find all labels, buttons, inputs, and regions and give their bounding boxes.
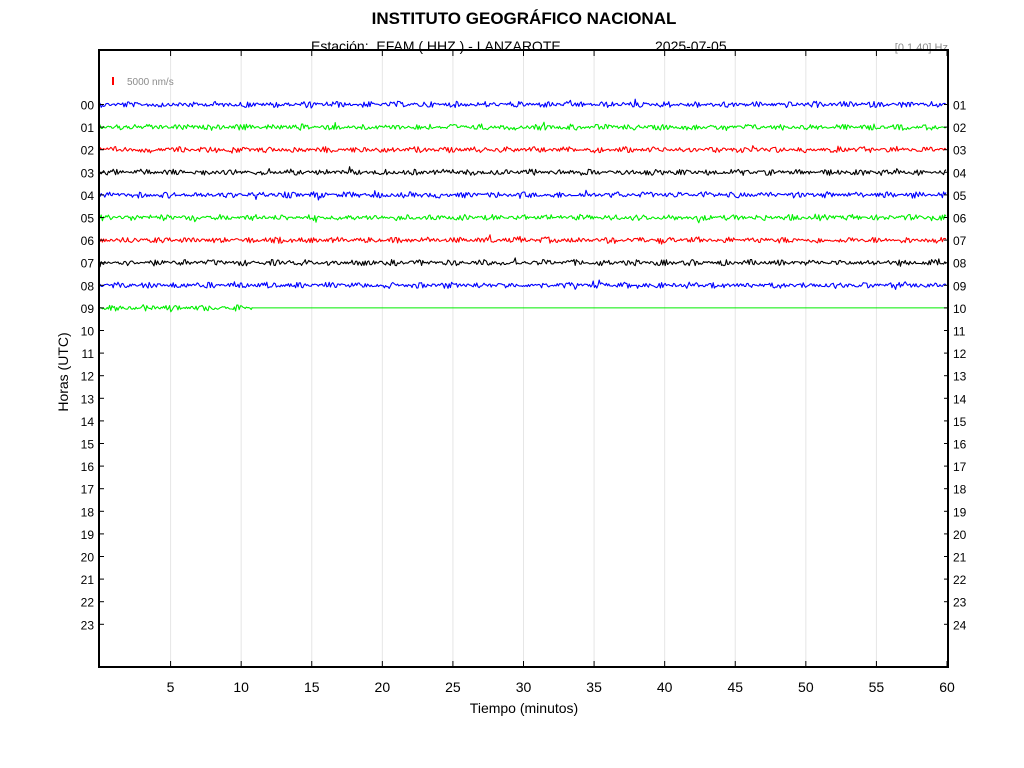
y-tick-label-left: 02 [81,144,95,158]
trace-hour-09 [99,304,253,313]
y-tick-label-left: 03 [81,166,95,180]
y-tick-label-right: 21 [953,551,967,565]
axis-ticks: 5 10 15 20 25 30 35 40 45 50 55 60 00 01 02 03 04 05 06 07 0… [81,51,967,695]
grid [170,51,877,666]
x-tick-label: 10 [233,679,249,695]
y-tick-label-right: 05 [953,189,967,203]
scale-bar [112,77,114,85]
x-tick-label: 60 [939,679,955,695]
chart-title: INSTITUTO GEOGRÁFICO NACIONAL [371,9,677,28]
y-tick-label-right: 04 [953,166,967,180]
y-tick-label-left: 04 [81,189,95,203]
x-tick-label: 25 [445,679,461,695]
trace-hour-02 [99,145,947,154]
trace-hour-05 [99,213,947,224]
traces [99,98,947,313]
trace-hour-07 [99,257,947,268]
y-tick-label-left: 00 [81,99,95,113]
y-tick-label-right: 12 [953,347,967,361]
y-tick-label-right: 13 [953,370,967,384]
y-tick-label-right: 14 [953,392,967,406]
x-tick-label: 5 [167,679,175,695]
trace-hour-04 [99,189,947,201]
y-tick-label-left: 06 [81,234,95,248]
y-tick-label-right: 02 [953,121,967,135]
trace-hour-03 [99,166,947,176]
y-tick-label-left: 18 [81,505,95,519]
y-tick-label-left: 16 [81,460,95,474]
trace-hour-01 [99,121,947,132]
y-tick-label-right: 23 [953,596,967,610]
y-tick-label-right: 10 [953,302,967,316]
y-tick-label-right: 19 [953,505,967,519]
y-tick-label-left: 09 [81,302,95,316]
y-axis-label: Horas (UTC) [55,332,71,412]
y-tick-label-left: 17 [81,483,95,497]
scale-label: 5000 nm/s [127,77,174,88]
y-tick-label-right: 15 [953,415,967,429]
y-tick-label-left: 01 [81,121,95,135]
y-tick-label-right: 09 [953,279,967,293]
y-tick-label-left: 07 [81,257,95,271]
trace-hour-06 [99,234,947,245]
y-tick-label-right: 17 [953,460,967,474]
y-tick-label-left: 22 [81,596,95,610]
y-tick-label-left: 21 [81,573,95,587]
y-tick-label-left: 14 [81,415,95,429]
x-tick-label: 45 [727,679,743,695]
y-tick-label-right: 03 [953,144,967,158]
x-tick-label: 50 [798,679,814,695]
y-tick-label-left: 10 [81,325,95,339]
y-tick-label-left: 08 [81,279,95,293]
y-tick-label-left: 23 [81,618,95,632]
y-tick-label-left: 12 [81,370,95,384]
y-tick-label-left: 20 [81,551,95,565]
y-tick-label-left: 13 [81,392,95,406]
y-tick-label-right: 07 [953,234,967,248]
y-tick-label-left: 19 [81,528,95,542]
y-tick-label-right: 16 [953,438,967,452]
plot-frame [98,49,949,668]
y-tick-label-right: 08 [953,257,967,271]
trace-hour-00 [99,98,947,109]
y-tick-label-right: 11 [953,325,966,339]
y-tick-label-right: 18 [953,483,967,497]
y-tick-label-right: 01 [953,99,967,113]
y-tick-label-right: 20 [953,528,967,542]
x-tick-label: 35 [586,679,602,695]
y-tick-label-left: 15 [81,438,95,452]
y-tick-label-right: 24 [953,618,967,632]
x-tick-label: 20 [375,679,391,695]
x-tick-label: 55 [869,679,885,695]
x-tick-label: 15 [304,679,320,695]
x-tick-label: 30 [516,679,532,695]
y-tick-label-left: 05 [81,212,95,226]
y-tick-label-right: 06 [953,212,967,226]
trace-hour-08 [99,279,947,290]
y-tick-label-right: 22 [953,573,967,587]
y-tick-label-left: 11 [82,347,95,361]
x-axis-label: Tiempo (minutos) [469,700,579,716]
x-tick-label: 40 [657,679,673,695]
